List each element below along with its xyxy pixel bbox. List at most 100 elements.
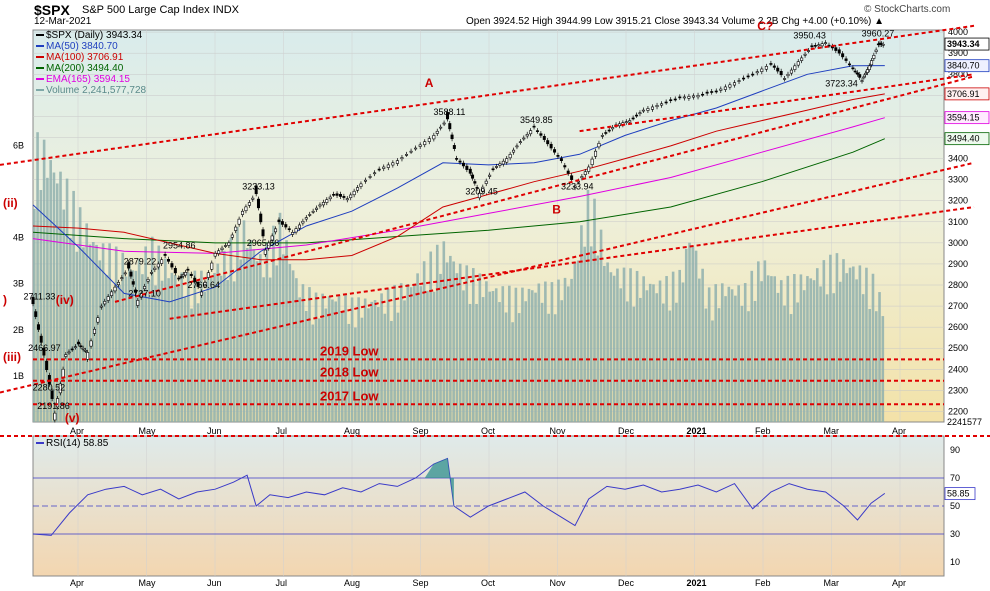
candle-body: [423, 141, 427, 146]
volume-bar: [72, 190, 75, 422]
candle-body: [186, 268, 190, 271]
candle-body: [96, 317, 100, 323]
candle-body: [156, 263, 160, 268]
volume-bar: [416, 273, 419, 422]
candle-body: [435, 130, 439, 134]
candle-body: [468, 168, 472, 174]
candle-body: [660, 103, 664, 106]
candle-body: [732, 82, 736, 86]
candle-body: [604, 132, 608, 134]
month-tick-label: 2021: [687, 426, 707, 436]
candle-body: [311, 210, 315, 213]
candle-body: [382, 166, 386, 169]
month-tick-label: Aug: [344, 426, 360, 436]
volume-bar: [819, 286, 822, 422]
candle-body: [129, 271, 133, 277]
candle-body: [477, 192, 481, 199]
volume-bar: [39, 190, 43, 422]
volume-bar: [458, 263, 462, 422]
candle-body: [338, 194, 342, 197]
volume-bar: [308, 287, 311, 422]
legend-swatch: [36, 56, 44, 59]
candle-body: [518, 141, 522, 143]
volume-bar: [380, 293, 383, 422]
volume-bar: [858, 265, 862, 422]
legend-label: EMA(165) 3594.15: [46, 74, 130, 85]
volume-bar: [612, 275, 616, 422]
volume-bar: [318, 318, 321, 422]
volume-bar: [190, 308, 193, 422]
volume-bar: [599, 229, 603, 422]
volume-bar: [865, 267, 868, 422]
volume-bar: [121, 252, 125, 422]
candle-body: [53, 412, 57, 421]
candle-body: [364, 179, 368, 182]
volume-bar: [462, 290, 465, 422]
volume-bar: [409, 287, 413, 422]
volume-bar: [278, 212, 282, 422]
price-annotation: 2965.66: [247, 238, 280, 248]
volume-bar: [783, 305, 786, 422]
volume-bar: [815, 268, 819, 422]
volume-bar: [219, 275, 223, 422]
wave-label: (v): [65, 411, 80, 425]
volume-bar: [747, 311, 750, 422]
candle-body: [549, 143, 553, 149]
candle-body: [673, 98, 677, 101]
volume-bar: [838, 281, 842, 422]
wave-label: B: [552, 202, 561, 216]
volume-bar: [259, 254, 262, 422]
volume-bar: [583, 246, 586, 422]
volume-bar: [216, 263, 220, 422]
price-annotation: 3209.45: [465, 187, 498, 197]
candle-body: [450, 134, 454, 140]
candle-body: [512, 149, 516, 153]
candle-body: [291, 232, 295, 235]
volume-bar: [799, 274, 803, 422]
volume-bar: [517, 313, 521, 422]
candle-body: [67, 351, 71, 354]
volume-bar: [802, 290, 806, 422]
wave-label: C?: [757, 19, 773, 33]
volume-bar: [530, 290, 534, 422]
month-tick-label: Jun: [207, 426, 222, 436]
candle-body: [810, 45, 814, 48]
volume-bar: [173, 274, 177, 422]
candle-body: [786, 73, 790, 77]
volume-bar: [95, 244, 98, 422]
volume-bar: [337, 295, 341, 422]
legend-swatch: [36, 34, 44, 37]
volume-bar: [560, 300, 564, 422]
volume-bar: [848, 267, 852, 422]
candle-body: [776, 67, 780, 72]
volume-bar: [429, 251, 433, 422]
volume-bar: [868, 309, 872, 422]
volume-bar: [36, 132, 39, 423]
volume-bar: [150, 236, 154, 422]
candle-body: [442, 122, 446, 125]
legend-swatch: [36, 89, 44, 92]
volume-bar: [698, 278, 701, 422]
volume-bar: [642, 276, 645, 422]
volume-tick-label: 1B: [13, 371, 24, 381]
right-value-box: [944, 132, 990, 146]
volume-bar: [82, 247, 85, 422]
volume-bar: [678, 269, 681, 422]
candle-body: [446, 112, 450, 120]
candle-body: [806, 50, 810, 52]
volume-bar: [609, 272, 613, 422]
trend-channel-line: [0, 24, 975, 166]
month-tick-label: Apr: [892, 578, 906, 588]
legend-swatch: [36, 67, 44, 70]
candle-body: [432, 135, 436, 140]
volume-bar: [331, 299, 334, 422]
volume-bar: [694, 250, 698, 422]
price-annotation: 3233.94: [561, 182, 594, 192]
volume-bar: [193, 270, 197, 422]
volume-bar: [658, 280, 662, 422]
candle-body: [280, 221, 284, 225]
volume-bar: [845, 273, 849, 422]
price-annotation: 2727.10: [128, 288, 161, 298]
volume-bar: [108, 243, 111, 422]
